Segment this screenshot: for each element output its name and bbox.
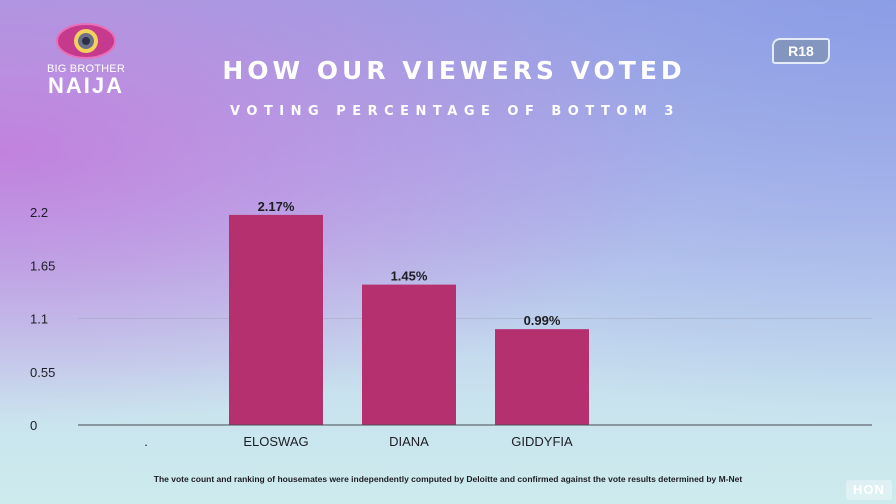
bar	[229, 214, 323, 425]
data-label: 2.17%	[258, 199, 295, 214]
data-label: 0.99%	[524, 313, 561, 328]
data-label: 1.45%	[391, 269, 428, 284]
chart-title: HOW OUR VIEWERS VOTED	[222, 56, 686, 85]
logo-line2: NAIJA	[47, 73, 124, 98]
chart-subtitle: VOTING PERCENTAGE OF BOTTOM 3	[230, 104, 680, 119]
footnote: The vote count and ranking of housemates…	[153, 474, 743, 484]
eye-icon	[56, 23, 116, 59]
age-rating-badge: R18	[772, 38, 830, 64]
y-tick-label: 1.1	[30, 312, 48, 327]
x-tick-label: .	[144, 434, 148, 449]
y-tick-label: 0	[30, 418, 37, 433]
bar	[495, 329, 589, 425]
logo-line1: BIG BROTHER	[47, 63, 125, 75]
x-tick-label: DIANA	[389, 434, 429, 449]
bar	[362, 284, 456, 425]
y-tick-label: 0.55	[30, 365, 55, 380]
y-tick-label: 2.2	[30, 205, 48, 220]
x-tick-label: GIDDYFIA	[511, 434, 573, 449]
show-logo: BIG BROTHER NAIJA	[36, 22, 136, 97]
y-tick-label: 1.65	[30, 258, 55, 273]
channel-watermark: HON	[846, 480, 892, 500]
x-tick-label: ELOSWAG	[243, 434, 308, 449]
